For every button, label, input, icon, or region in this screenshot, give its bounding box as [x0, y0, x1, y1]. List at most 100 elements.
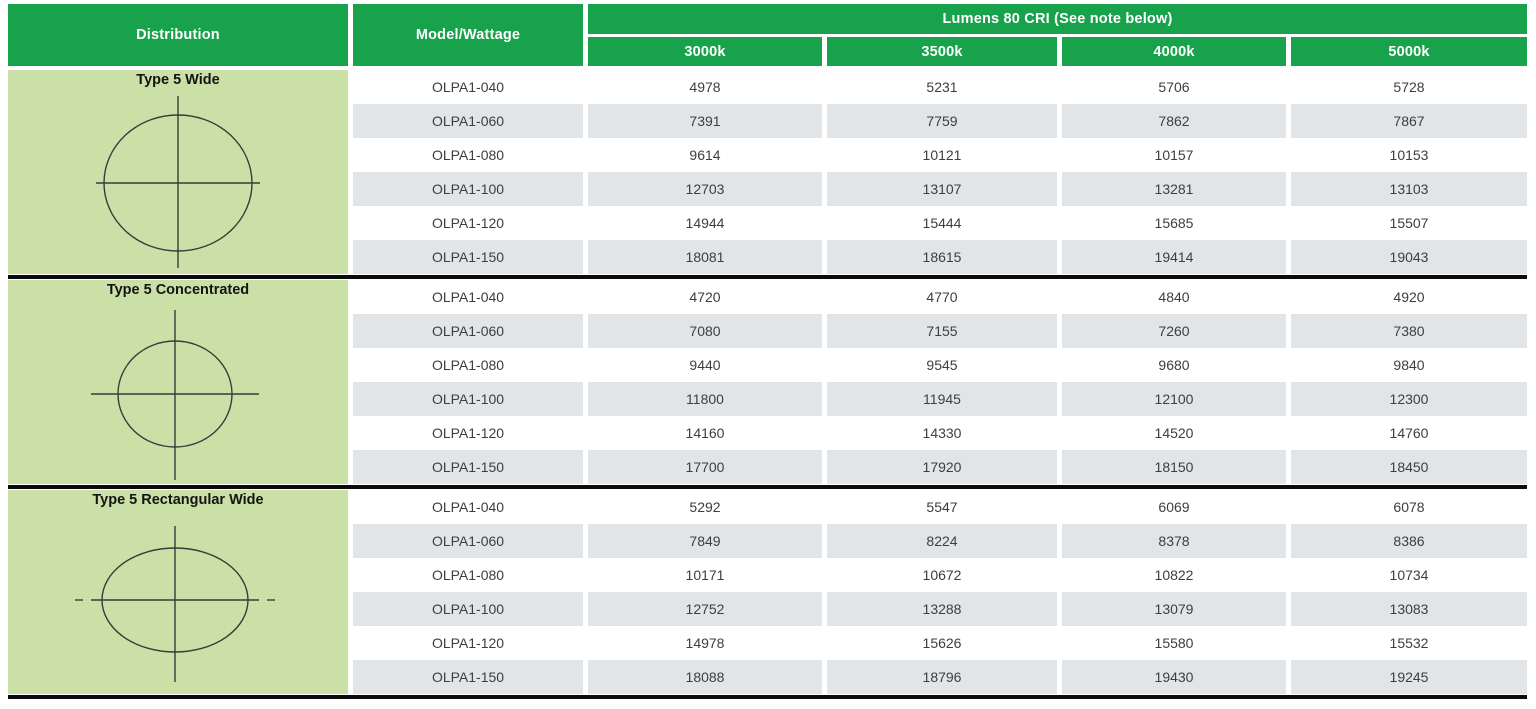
- lumen-value-cell: 7260: [1062, 314, 1286, 348]
- lumen-value-cell: 9440: [689, 357, 721, 373]
- lumen-value-cell: 7849: [588, 524, 822, 558]
- distribution-cell: Type 5 Rectangular Wide: [8, 490, 348, 694]
- lumen-value-cell: 19430: [1062, 660, 1286, 694]
- lumen-value-cell: 7862: [1062, 104, 1286, 138]
- model-cell: OLPA1-040: [431, 79, 505, 95]
- lumen-value-cell: 14330: [922, 425, 962, 441]
- lumen-value-cell: 10157: [1154, 147, 1194, 163]
- column-header-distribution: Distribution: [8, 4, 348, 66]
- model-cell: OLPA1-040: [431, 289, 505, 305]
- distribution-type-label: Type 5 Wide: [136, 72, 220, 88]
- section-divider: [8, 485, 1527, 489]
- lumen-value-cell: 18081: [588, 240, 822, 274]
- model-cell: OLPA1-150: [353, 450, 583, 484]
- lumen-value-cell: 15444: [922, 215, 962, 231]
- lumen-value-cell: 18150: [1062, 450, 1286, 484]
- lumen-value-cell: 14160: [685, 425, 725, 441]
- model-cell: OLPA1-080: [431, 567, 505, 583]
- lumen-value-cell: 10121: [922, 147, 962, 163]
- lumen-value-cell: 17920: [827, 450, 1057, 484]
- lumen-value-cell: 12300: [1291, 382, 1527, 416]
- lumen-value-cell: 8378: [1062, 524, 1286, 558]
- lumen-value-cell: 10171: [685, 567, 725, 583]
- lumen-value-cell: 6069: [1158, 499, 1190, 515]
- lumen-value-cell: 7391: [588, 104, 822, 138]
- lumen-value-cell: 19414: [1062, 240, 1286, 274]
- model-cell: OLPA1-100: [353, 382, 583, 416]
- distribution-cell: Type 5 Wide: [8, 70, 348, 274]
- lumen-value-cell: 4920: [1393, 289, 1425, 305]
- model-cell: OLPA1-150: [353, 240, 583, 274]
- lumen-value-cell: 4720: [689, 289, 721, 305]
- section-divider: [8, 695, 1527, 699]
- distribution-section: Type 5 Wide OLPA1-040 4978 5231 5706 5728 OLP…: [8, 70, 1527, 274]
- lumen-value-cell: 19245: [1291, 660, 1527, 694]
- lumen-value-cell: 9680: [1158, 357, 1190, 373]
- column-header-model-wattage: Model/Wattage: [353, 4, 583, 66]
- lumen-value-cell: 10672: [922, 567, 962, 583]
- lumen-value-cell: 14944: [685, 215, 725, 231]
- lumen-value-cell: 9545: [926, 357, 958, 373]
- type-5-rectangular-wide-diagram: [75, 526, 275, 682]
- lumen-value-cell: 15685: [1154, 215, 1194, 231]
- lumen-value-cell: 12703: [588, 172, 822, 206]
- lumen-value-cell: 17700: [588, 450, 822, 484]
- distribution-type-label: Type 5 Rectangular Wide: [92, 492, 264, 508]
- distribution-cell: Type 5 Concentrated: [8, 280, 348, 484]
- lumen-value-cell: 18796: [827, 660, 1057, 694]
- model-cell: OLPA1-080: [431, 357, 505, 373]
- lumen-value-cell: 18088: [588, 660, 822, 694]
- distribution-section: Type 5 Rectangular Wide OLPA1-040 5292 554…: [8, 490, 1527, 694]
- lumen-value-cell: 7155: [827, 314, 1057, 348]
- model-cell: OLPA1-060: [353, 524, 583, 558]
- lumen-value-cell: 10153: [1389, 147, 1429, 163]
- lumen-value-cell: 8224: [827, 524, 1057, 558]
- lumen-value-cell: 6078: [1393, 499, 1425, 515]
- lumen-value-cell: 14978: [685, 635, 725, 651]
- lumen-value-cell: 13079: [1062, 592, 1286, 626]
- lumen-value-cell: 15626: [922, 635, 962, 651]
- lumen-value-cell: 11945: [827, 382, 1057, 416]
- lumen-value-cell: 11800: [588, 382, 822, 416]
- column-header-3500k: 3500k: [827, 37, 1057, 66]
- lumen-value-cell: 5728: [1393, 79, 1425, 95]
- lumen-value-cell: 4978: [689, 79, 721, 95]
- lumen-value-cell: 18450: [1291, 450, 1527, 484]
- lumen-value-cell: 19043: [1291, 240, 1527, 274]
- model-cell: OLPA1-120: [431, 635, 505, 651]
- lumen-value-cell: 5231: [926, 79, 958, 95]
- lumen-value-cell: 12752: [588, 592, 822, 626]
- lumen-value-cell: 7080: [588, 314, 822, 348]
- lumen-value-cell: 13083: [1291, 592, 1527, 626]
- distribution-type-label: Type 5 Concentrated: [106, 282, 250, 298]
- lumen-value-cell: 9614: [689, 147, 721, 163]
- column-header-4000k: 4000k: [1062, 37, 1286, 66]
- lumen-value-cell: 14520: [1154, 425, 1194, 441]
- section-divider: [8, 275, 1527, 279]
- type-5-wide-diagram: [96, 96, 260, 268]
- lumen-value-cell: 13107: [827, 172, 1057, 206]
- lumen-value-cell: 14760: [1389, 425, 1429, 441]
- lumen-value-cell: 15580: [1154, 635, 1194, 651]
- lumen-value-cell: 5706: [1158, 79, 1190, 95]
- lumen-value-cell: 13281: [1062, 172, 1286, 206]
- lumen-value-cell: 12100: [1062, 382, 1286, 416]
- lumen-value-cell: 13103: [1291, 172, 1527, 206]
- distribution-section: Type 5 Concentrated OLPA1-040 4720 4770 484…: [8, 280, 1527, 484]
- lumen-value-cell: 18615: [827, 240, 1057, 274]
- lumen-value-cell: 9840: [1393, 357, 1425, 373]
- model-cell: OLPA1-040: [431, 499, 505, 515]
- model-cell: OLPA1-100: [353, 592, 583, 626]
- column-header-3000k: 3000k: [588, 37, 822, 66]
- model-cell: OLPA1-120: [431, 425, 505, 441]
- lumen-value-cell: 13288: [827, 592, 1057, 626]
- type-5-concentrated-diagram: [91, 310, 259, 480]
- model-cell: OLPA1-060: [353, 314, 583, 348]
- column-header-5000k: 5000k: [1291, 37, 1527, 66]
- model-cell: OLPA1-060: [353, 104, 583, 138]
- column-header-lumens-group: Lumens 80 CRI (See note below): [588, 4, 1527, 34]
- lumen-value-cell: 4770: [926, 289, 958, 305]
- lumen-value-cell: 10822: [1154, 567, 1194, 583]
- table-header: Distribution Model/Wattage Lumens 80 CRI…: [8, 4, 1527, 66]
